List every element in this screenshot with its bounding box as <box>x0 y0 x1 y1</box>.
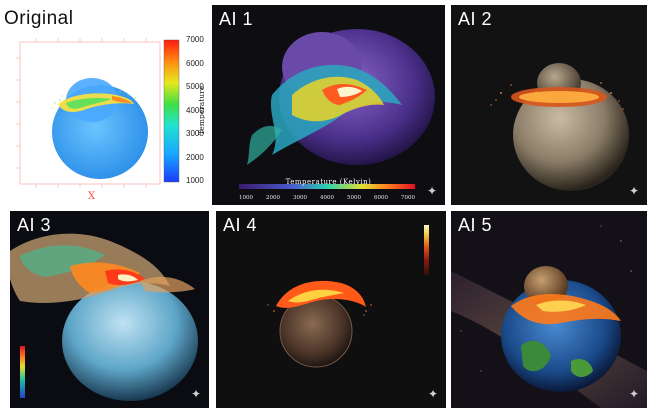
colorbar-tick: 2000 <box>266 195 280 201</box>
panel-title: AI 3 <box>17 215 52 235</box>
colorbar-tick: 3000 <box>186 129 204 138</box>
panel-original: Original 7000 6000 5000 4000 3000 2000 1… <box>0 0 205 206</box>
colorbar-tick: 1000 <box>186 176 204 185</box>
sparkle-icon: ✦ <box>426 184 437 198</box>
panel-ai1: AI 1 Temperature (Kelvin) 1000 2000 3000… <box>212 5 445 205</box>
sparkle-icon: ✦ <box>190 387 201 401</box>
panel-title: AI 4 <box>223 215 258 235</box>
ai2-image <box>490 63 629 191</box>
panel-ai2: AI 2 ✦ <box>451 5 647 205</box>
panel-title: AI 5 <box>458 215 493 235</box>
sparkle-icon: ✦ <box>427 387 438 401</box>
colorbar-tick: 7000 <box>186 35 204 44</box>
colorbar-tick: 4000 <box>320 195 334 201</box>
panel-title: AI 2 <box>458 9 493 29</box>
colorbar-tick: 6000 <box>374 195 388 201</box>
ai3-image <box>10 233 198 401</box>
x-axis-label: X <box>88 191 96 202</box>
panel-ai5: AI 5 ✦ <box>451 211 647 408</box>
panel-title: Original <box>4 8 74 29</box>
sparkle-icon: ✦ <box>628 184 639 198</box>
colorbar-tick: 5000 <box>186 82 204 91</box>
panel-ai4: AI 4 ✦ <box>216 211 446 408</box>
sparkle-icon: ✦ <box>628 387 639 401</box>
panel-ai3: AI 3 ✦ <box>10 211 209 408</box>
colorbar-label: Temperature <box>197 85 205 135</box>
colorbar-title: Temperature (Kelvin) <box>285 178 372 186</box>
ai4-image <box>267 225 429 368</box>
colorbar-tick: 4000 <box>186 105 204 115</box>
original-plot <box>16 38 180 188</box>
colorbar-ticks: 7000 6000 5000 4000 3000 2000 1000 <box>186 35 204 185</box>
colorbar-ticks: 1000 2000 3000 4000 5000 6000 7000 <box>239 195 415 201</box>
ai1-image <box>239 29 435 189</box>
colorbar-tick: 2000 <box>186 152 204 162</box>
colorbar-tick: 5000 <box>347 195 361 201</box>
colorbar-tick: 3000 <box>293 195 307 201</box>
panel-title: AI 1 <box>219 9 254 29</box>
colorbar-tick: 7000 <box>401 195 415 201</box>
ai5-image <box>451 225 647 408</box>
colorbar-tick: 1000 <box>239 195 253 201</box>
colorbar-tick: 6000 <box>186 58 204 68</box>
